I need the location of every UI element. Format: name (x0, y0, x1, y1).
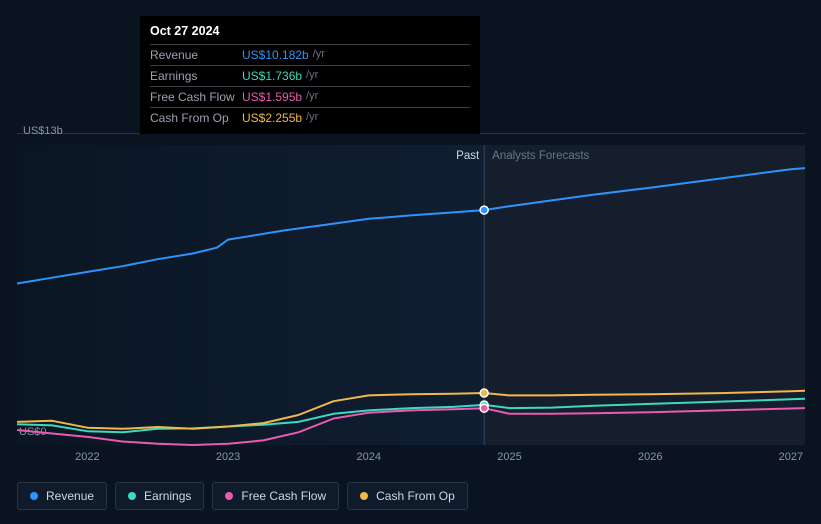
legend-item[interactable]: Earnings (115, 482, 204, 510)
past-label: Past (456, 150, 479, 162)
tooltip-row-unit: /yr (306, 111, 318, 125)
legend-item[interactable]: Cash From Op (347, 482, 468, 510)
tooltip-row-label: Free Cash Flow (150, 90, 242, 104)
legend-label: Cash From Op (376, 489, 455, 503)
tooltip-row: EarningsUS$1.736b/yr (150, 66, 470, 87)
tooltip-row-value: US$2.255b (242, 111, 302, 125)
tooltip-row-label: Revenue (150, 48, 242, 62)
x-tick-label: 2025 (497, 451, 521, 463)
x-tick-label: 2026 (638, 451, 662, 463)
plot-area[interactable] (17, 145, 805, 445)
tooltip-row-value: US$10.182b (242, 48, 309, 62)
x-tick-label: 2022 (75, 451, 99, 463)
x-tick-label: 2024 (357, 451, 381, 463)
tooltip-row-unit: /yr (306, 90, 318, 104)
legend-label: Free Cash Flow (241, 489, 326, 503)
tooltip-row-value: US$1.595b (242, 90, 302, 104)
legend-dot-icon (360, 492, 368, 500)
tooltip-row: RevenueUS$10.182b/yr (150, 45, 470, 66)
legend-item[interactable]: Revenue (17, 482, 107, 510)
x-tick-label: 2023 (216, 451, 240, 463)
forecast-label: Analysts Forecasts (492, 150, 589, 162)
y-axis-max-label: US$13b (23, 125, 63, 137)
legend-item[interactable]: Free Cash Flow (212, 482, 339, 510)
highlight-marker (480, 389, 488, 397)
tooltip-row-unit: /yr (313, 48, 325, 62)
tooltip-row-label: Cash From Op (150, 111, 242, 125)
x-axis-labels: 2022 2023 2024 2025 2026 2027 (17, 451, 805, 471)
highlight-marker (480, 404, 488, 412)
series-line-revenue (17, 168, 805, 283)
legend: Revenue Earnings Free Cash Flow Cash From O… (17, 482, 468, 510)
chart-tooltip: Oct 27 2024 RevenueUS$10.182b/yrEarnings… (140, 16, 480, 134)
tooltip-row-value: US$1.736b (242, 69, 302, 83)
highlight-marker (480, 206, 488, 214)
tooltip-row-label: Earnings (150, 69, 242, 83)
legend-label: Revenue (46, 489, 94, 503)
x-tick-label: 2027 (779, 451, 803, 463)
legend-dot-icon (225, 492, 233, 500)
tooltip-date: Oct 27 2024 (150, 24, 470, 45)
tooltip-row-unit: /yr (306, 69, 318, 83)
legend-dot-icon (128, 492, 136, 500)
tooltip-row: Free Cash FlowUS$1.595b/yr (150, 87, 470, 108)
tooltip-row: Cash From OpUS$2.255b/yr (150, 108, 470, 128)
series-line-fcf (17, 408, 805, 445)
financials-chart: US$13b US$0 Past Analysts Forecasts 2022… (0, 0, 821, 524)
legend-dot-icon (30, 492, 38, 500)
legend-label: Earnings (144, 489, 191, 503)
